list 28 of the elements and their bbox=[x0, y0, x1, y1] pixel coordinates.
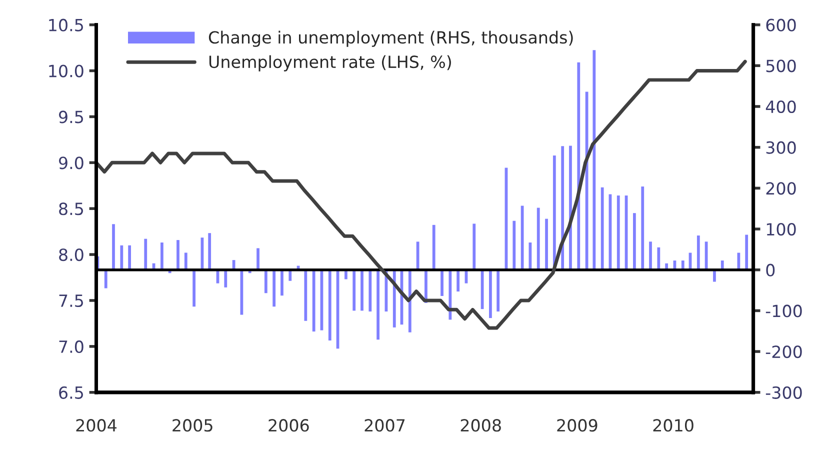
y2-tick-label: 300 bbox=[766, 141, 796, 154]
legend-label: Unemployment rate (LHS, %) bbox=[209, 55, 451, 72]
y-tick-label: 10.0 bbox=[49, 64, 84, 78]
y2-tick-label: 0 bbox=[766, 264, 775, 276]
y-tick-label: 9.0 bbox=[58, 156, 84, 170]
y-tick-label: 8.0 bbox=[59, 248, 84, 262]
x-tick-label: 2004 bbox=[76, 419, 117, 432]
x-tick-label: 2006 bbox=[268, 419, 309, 432]
x-tick-label: 2008 bbox=[460, 419, 501, 432]
y-tick-label: 10.5 bbox=[49, 18, 83, 32]
y-tick-label: 7.5 bbox=[59, 294, 83, 308]
legend-label: Change in unemployment (RHS, thousands) bbox=[208, 30, 573, 47]
y-tick-label: 7.0 bbox=[59, 340, 84, 353]
x-tick-label: 2010 bbox=[653, 419, 694, 432]
y2-tick-label: -200 bbox=[766, 345, 802, 358]
y-tick-label: 8.5 bbox=[59, 202, 83, 216]
y-tick-label: 6.5 bbox=[59, 386, 83, 399]
y2-tick-label: 200 bbox=[766, 182, 796, 195]
x-tick-label: 2007 bbox=[364, 419, 405, 432]
y2-tick-label: 400 bbox=[766, 100, 796, 114]
y2-tick-label: 600 bbox=[766, 18, 796, 32]
x-tick-label: 2009 bbox=[557, 419, 598, 432]
y2-tick-label: 500 bbox=[766, 60, 796, 72]
y-tick-label: 9.5 bbox=[58, 110, 83, 124]
y2-tick-label: -300 bbox=[766, 386, 802, 399]
y2-tick-label: 100 bbox=[766, 222, 796, 236]
x-tick-label: 2005 bbox=[172, 419, 212, 432]
y2-tick-label: -100 bbox=[766, 304, 802, 318]
